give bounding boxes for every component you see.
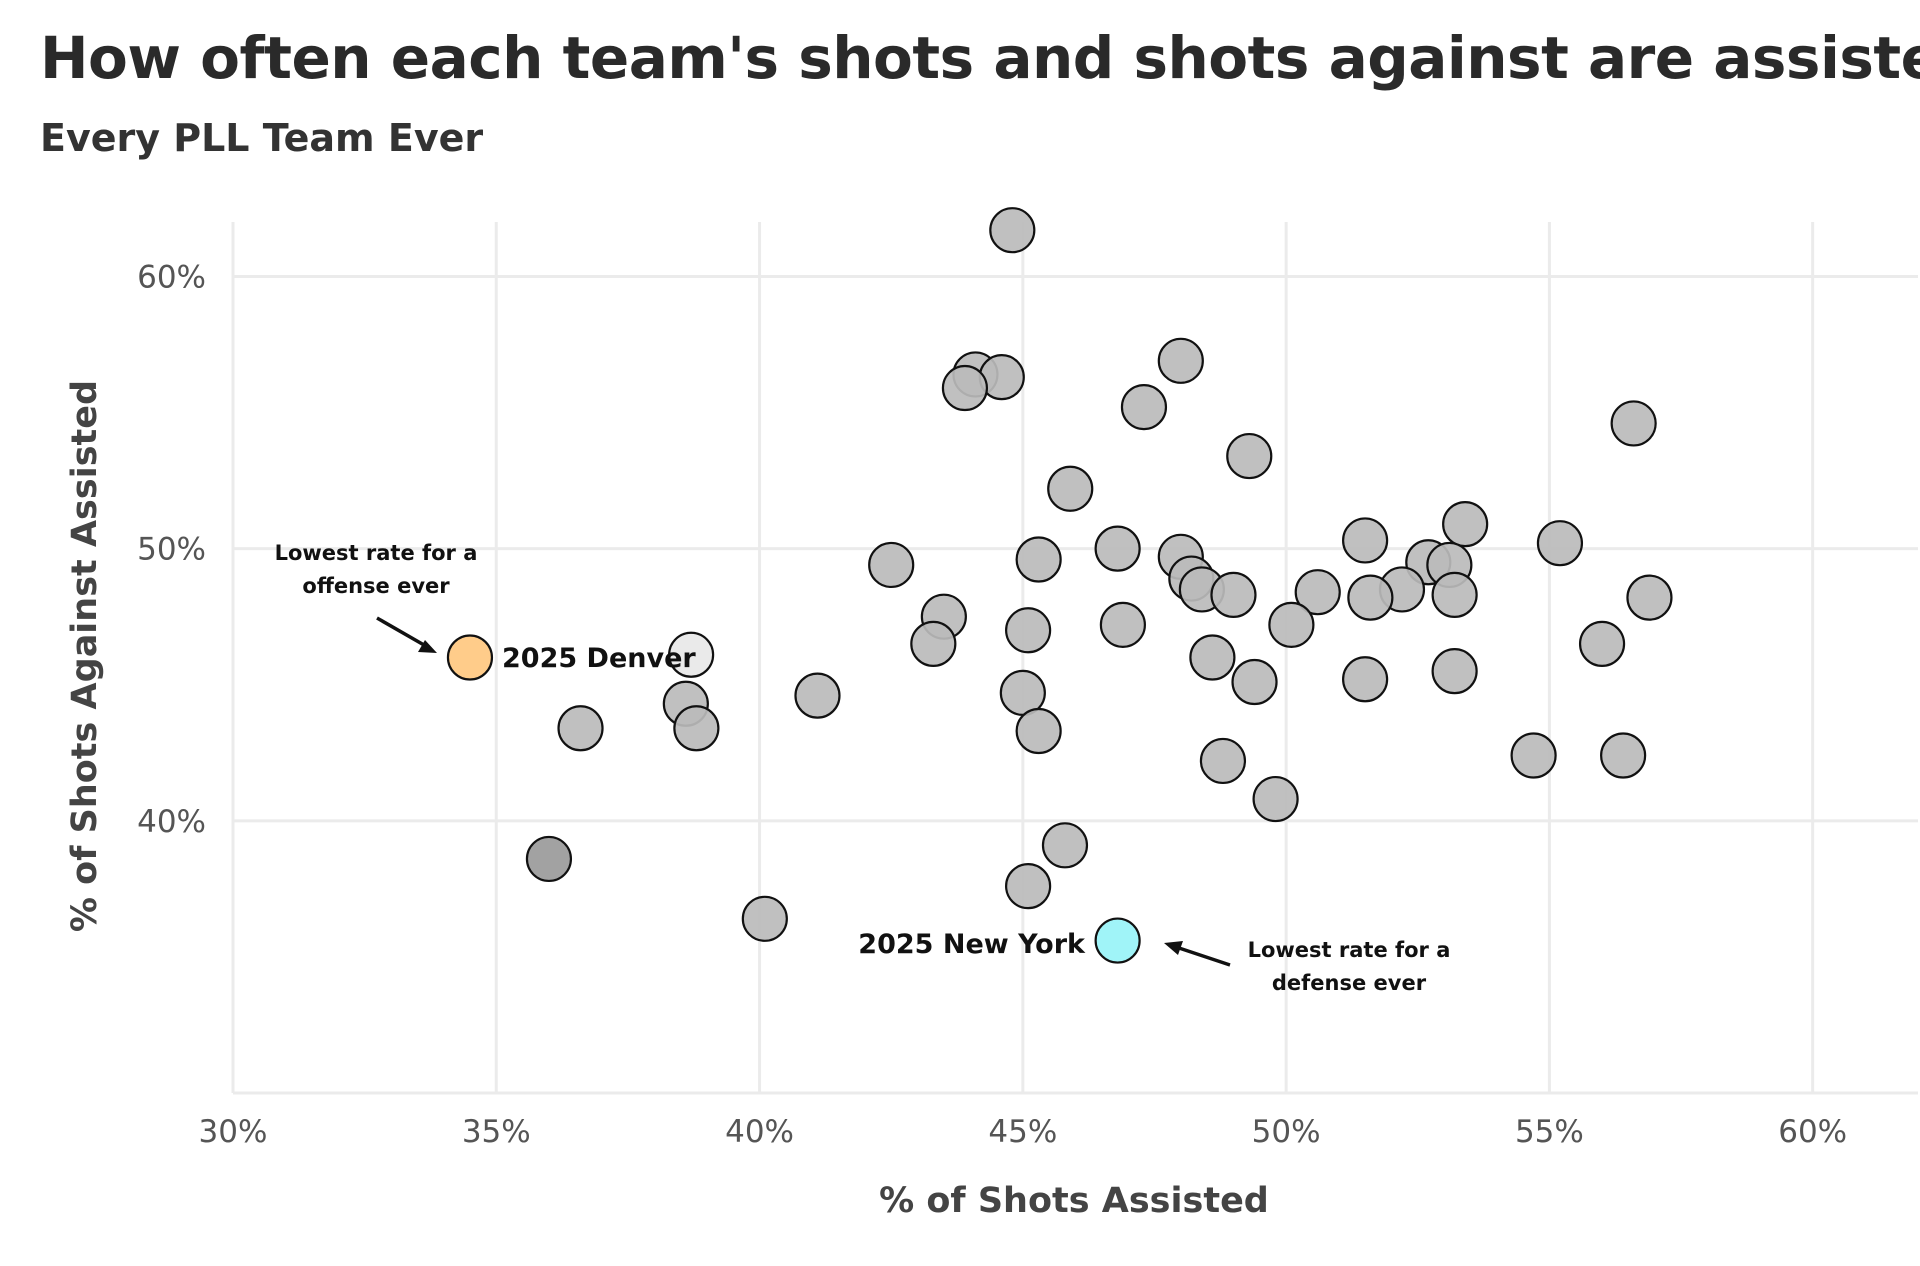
chart-title: How often each team's shots and shots ag… (40, 24, 1920, 92)
team-point (1210, 571, 1257, 618)
x-tick-label: 55% (1515, 1114, 1584, 1150)
annotation-defense-arrow (1178, 946, 1231, 967)
point-label-new-york: 2025 New York (858, 929, 1086, 960)
team-point (1347, 574, 1394, 621)
y-tick-label: 50% (137, 532, 206, 568)
team-point (1157, 337, 1204, 384)
team-point (1047, 465, 1094, 512)
y-tick-label: 40% (137, 804, 206, 840)
y-tick-label: 60% (137, 259, 206, 295)
team-point (1600, 732, 1647, 779)
team-point (1015, 536, 1062, 583)
x-tick-label: 35% (462, 1114, 531, 1150)
team-point (1294, 569, 1341, 616)
data-point-layer (446, 207, 1673, 964)
team-point (1610, 400, 1657, 447)
team-point (741, 895, 788, 942)
team-point (1431, 571, 1478, 618)
team-point-2025-denver (446, 634, 494, 681)
annotation-defense-arrowhead (1164, 941, 1183, 955)
chart-subtitle: Every PLL Team Ever (40, 116, 484, 160)
team-point (1189, 634, 1236, 681)
annotation-offense-arrowhead (418, 640, 437, 653)
team-point (1342, 656, 1389, 703)
team-point (668, 631, 715, 678)
team-point (1536, 520, 1584, 567)
x-tick-label: 45% (988, 1114, 1057, 1150)
team-point (1099, 601, 1146, 648)
team-point (910, 620, 957, 667)
team-point (989, 207, 1036, 254)
team-point (1442, 501, 1489, 548)
team-point (941, 364, 989, 412)
team-point (1510, 732, 1557, 779)
team-point (1578, 620, 1626, 667)
team-point (1626, 574, 1673, 621)
team-point (673, 705, 720, 752)
grid-layer (231, 222, 1918, 1095)
team-point (1252, 775, 1299, 823)
annotation-layer: 2025 Denver 2025 New York Lowest rate fo… (275, 541, 1451, 995)
x-tick-label: 50% (1252, 1114, 1321, 1150)
team-point (1226, 432, 1273, 480)
x-tick-label: 60% (1778, 1114, 1847, 1150)
tick-label-layer: 30% 35% 40% 45% 50% 55% 60% 40% 50% 60% (137, 259, 1847, 1150)
team-point (1015, 707, 1062, 755)
annotation-defense-line-1: Lowest rate for a (1248, 938, 1451, 962)
annotation-defense-line-2: defense ever (1272, 971, 1427, 995)
team-point (1431, 648, 1478, 695)
x-tick-label: 30% (199, 1114, 268, 1150)
x-axis-label: % of Shots Assisted (879, 1181, 1269, 1221)
team-point (557, 705, 604, 752)
team-point-2025-new-york (1094, 917, 1141, 964)
team-point (1094, 525, 1141, 572)
annotation-offense-arrow (376, 616, 425, 647)
annotation-offense-line-2: offense ever (302, 574, 450, 598)
team-point (1005, 863, 1052, 910)
x-tick-label: 40% (725, 1114, 794, 1150)
team-point (868, 541, 915, 589)
annotation-offense-line-1: Lowest rate for a (275, 541, 478, 565)
team-point (1342, 517, 1389, 564)
point-label-denver: 2025 Denver (502, 643, 696, 674)
team-point (1120, 383, 1168, 431)
team-point (1199, 737, 1247, 785)
team-point (1005, 607, 1052, 654)
team-point (794, 672, 841, 719)
team-point (525, 835, 573, 883)
team-point (1231, 658, 1278, 706)
team-point (1268, 601, 1315, 648)
y-axis-label: % of Shots Against Assisted (65, 380, 105, 932)
team-point (1041, 822, 1089, 869)
